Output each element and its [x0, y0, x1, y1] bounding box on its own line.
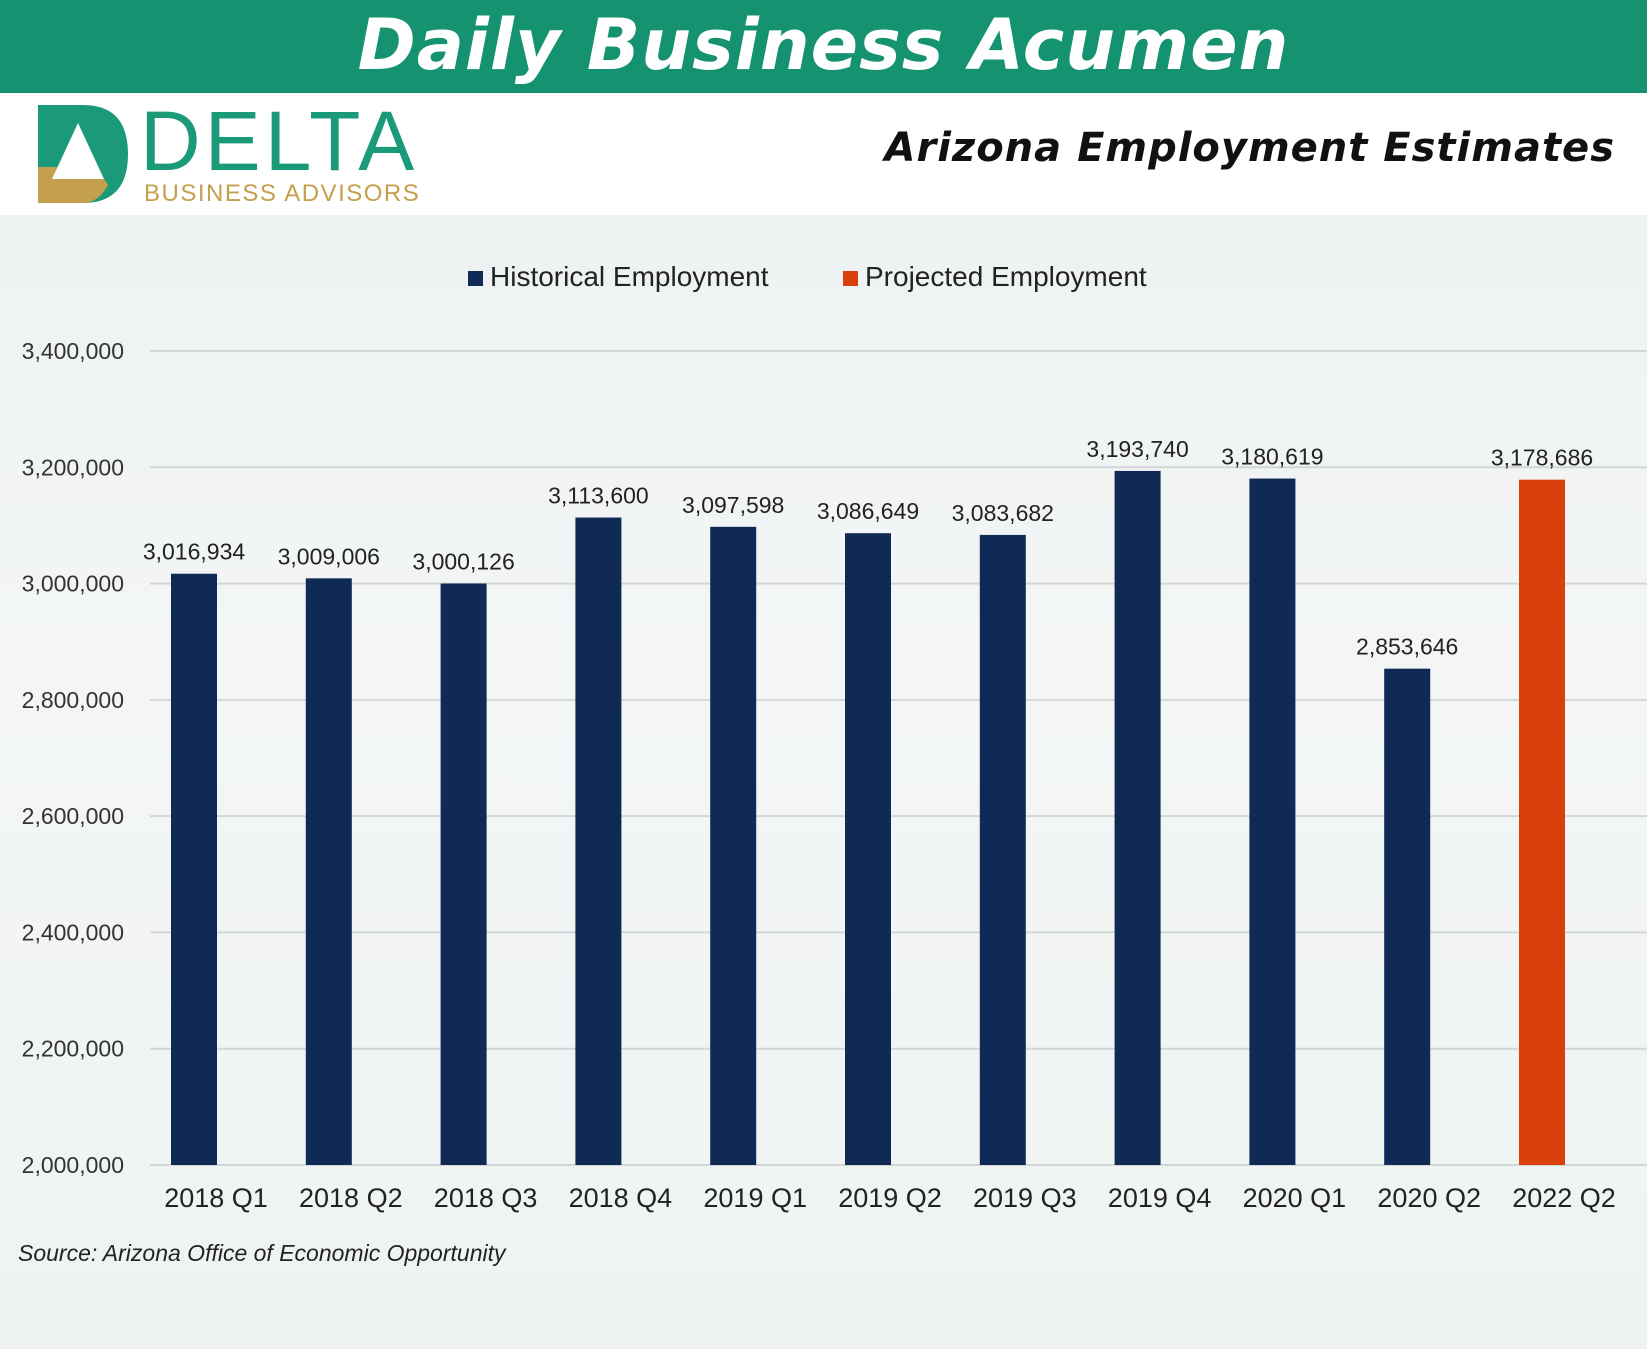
data-label: 3,193,740	[1086, 436, 1188, 462]
data-label: 3,016,934	[143, 539, 246, 565]
data-label: 3,009,006	[278, 543, 380, 569]
y-tick-label: 2,800,000	[22, 687, 124, 713]
x-tick-label: 2019 Q2	[838, 1183, 942, 1213]
y-tick-label: 3,400,000	[22, 338, 124, 364]
data-label: 3,178,686	[1491, 445, 1593, 471]
x-tick-label: 2018 Q3	[434, 1183, 538, 1213]
x-tick-label: 2018 Q1	[164, 1183, 268, 1213]
bar	[1519, 479, 1565, 1165]
y-tick-label: 2,000,000	[22, 1152, 124, 1178]
data-label: 3,180,619	[1221, 444, 1323, 470]
x-tick-label: 2020 Q1	[1243, 1183, 1347, 1213]
page-title: Arizona Employment Estimates	[884, 125, 1615, 171]
source-note: Source: Arizona Office of Economic Oppor…	[18, 1240, 506, 1266]
banner-title: Daily Business Acumen	[357, 3, 1290, 86]
bar	[575, 517, 622, 1165]
bar	[440, 583, 487, 1165]
data-label: 3,000,126	[412, 548, 514, 574]
bar	[1114, 470, 1161, 1165]
bar	[171, 573, 217, 1165]
x-tick-label: 2019 Q4	[1108, 1183, 1212, 1213]
x-tick-label: 2019 Q3	[973, 1183, 1077, 1213]
y-tick-label: 3,000,000	[22, 571, 124, 597]
data-label: 2,853,646	[1356, 634, 1458, 660]
bar	[1384, 668, 1431, 1165]
x-tick-label: 2022 Q2	[1512, 1183, 1616, 1213]
y-tick-label: 3,200,000	[22, 454, 124, 480]
header: DELTA BUSINESS ADVISORS Arizona Employme…	[0, 93, 1647, 215]
banner: Daily Business Acumen	[0, 0, 1647, 93]
y-tick-label: 2,600,000	[22, 803, 124, 829]
bar	[845, 533, 891, 1165]
bar-chart: 2,000,000 2,200,000 2,400,000 2,600,000 2,80…	[22, 261, 1647, 1213]
data-label: 3,083,682	[952, 500, 1054, 526]
chart-area: 2,000,000 2,200,000 2,400,000 2,600,000 2,80…	[0, 215, 1647, 1349]
legend-swatch	[843, 271, 858, 286]
bar	[979, 534, 1026, 1165]
delta-triangle-logo-icon	[38, 105, 128, 203]
logo-wordmark: DELTA	[140, 94, 419, 188]
data-label: 3,113,600	[548, 483, 649, 509]
x-tick-label: 2019 Q1	[703, 1183, 807, 1213]
logo: DELTA BUSINESS ADVISORS	[38, 99, 438, 207]
bar	[1249, 478, 1296, 1165]
legend-label: Projected Employment	[865, 261, 1147, 292]
legend-label: Historical Employment	[490, 261, 769, 292]
x-tick-label: 2018 Q4	[569, 1183, 673, 1213]
bar	[305, 578, 352, 1165]
data-label: 3,086,649	[817, 498, 919, 524]
y-tick-label: 2,400,000	[22, 919, 124, 945]
logo-subtitle: BUSINESS ADVISORS	[144, 180, 421, 207]
bar	[710, 526, 757, 1165]
x-tick-label: 2018 Q2	[299, 1183, 403, 1213]
x-tick-label: 2020 Q2	[1377, 1183, 1481, 1213]
data-label: 3,097,598	[682, 492, 784, 518]
y-tick-label: 2,200,000	[22, 1036, 124, 1062]
legend-swatch	[468, 271, 483, 286]
